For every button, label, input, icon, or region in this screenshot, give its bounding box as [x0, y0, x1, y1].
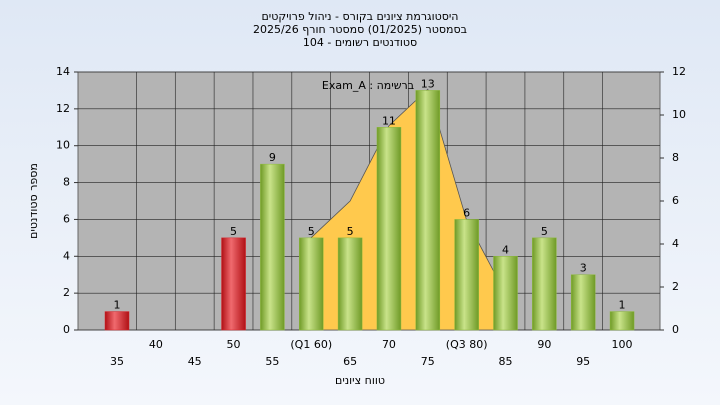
bar	[299, 237, 324, 331]
y2-tick-label: 0	[672, 323, 679, 336]
bar	[570, 274, 596, 331]
bar	[337, 237, 363, 331]
x-tick-label: 95	[576, 355, 590, 368]
bar	[376, 127, 402, 331]
bar	[415, 90, 441, 331]
y-tick-label: 2	[63, 286, 70, 299]
x-tick-label: 55	[265, 355, 279, 368]
bar	[454, 219, 479, 331]
x-tick-label: 75	[421, 355, 435, 368]
bar	[260, 163, 285, 331]
value-label: 1	[114, 299, 121, 312]
x-tick-label: 40	[149, 338, 163, 351]
value-label: 5	[541, 225, 548, 238]
bar	[104, 311, 130, 331]
value-label: 1	[619, 299, 626, 312]
value-label: 6	[463, 206, 470, 219]
y-tick-label: 6	[63, 212, 70, 225]
x-tick-label: (Q1 60)	[290, 338, 332, 351]
y-tick-label: 14	[56, 65, 70, 78]
y-tick-label: 8	[63, 176, 70, 189]
x-tick-label: 90	[537, 338, 551, 351]
x-tick-label: 35	[110, 355, 124, 368]
value-label: 3	[580, 262, 587, 275]
y2-tick-label: 10	[672, 108, 686, 121]
bar	[532, 237, 557, 331]
value-label: 11	[382, 114, 396, 127]
x-tick-label: 100	[612, 338, 633, 351]
x-tick-label: 70	[382, 338, 396, 351]
value-label: 13	[421, 77, 435, 90]
y2-tick-label: 8	[672, 151, 679, 164]
value-label: 5	[308, 225, 315, 238]
x-tick-label: (Q3 80)	[446, 338, 488, 351]
bar	[609, 311, 635, 331]
y2-tick-label: 6	[672, 194, 679, 207]
x-tick-label: 85	[499, 355, 513, 368]
title: סטודנטים רשומים - 104	[303, 36, 417, 49]
title: היסטוגרמת ציונים בקורס - ניהול פרויקטים	[262, 10, 459, 23]
y2-tick-label: 2	[672, 280, 679, 293]
annotation: ברשימה : Exam_A	[322, 79, 414, 92]
x-tick-label: 50	[227, 338, 241, 351]
bar	[221, 237, 246, 331]
y-tick-label: 4	[63, 249, 70, 262]
value-label: 5	[230, 225, 237, 238]
value-label: 4	[502, 243, 509, 256]
y-tick-label: 0	[63, 323, 70, 336]
value-label: 5	[347, 225, 354, 238]
y-tick-label: 10	[56, 139, 70, 152]
value-label: 9	[269, 151, 276, 164]
y2-tick-label: 4	[672, 237, 679, 250]
x-tick-label: 45	[188, 355, 202, 368]
title: בסמסטר (01/2025) סמסטר חורף 2025/26	[253, 23, 467, 36]
y-axis-label: מספר סטודנטים	[27, 163, 40, 239]
x-tick-label: 65	[343, 355, 357, 368]
bar	[493, 256, 518, 331]
y-tick-label: 12	[56, 102, 70, 115]
y2-tick-label: 12	[672, 65, 686, 78]
x-axis-label: טווח ציונים	[335, 374, 385, 387]
